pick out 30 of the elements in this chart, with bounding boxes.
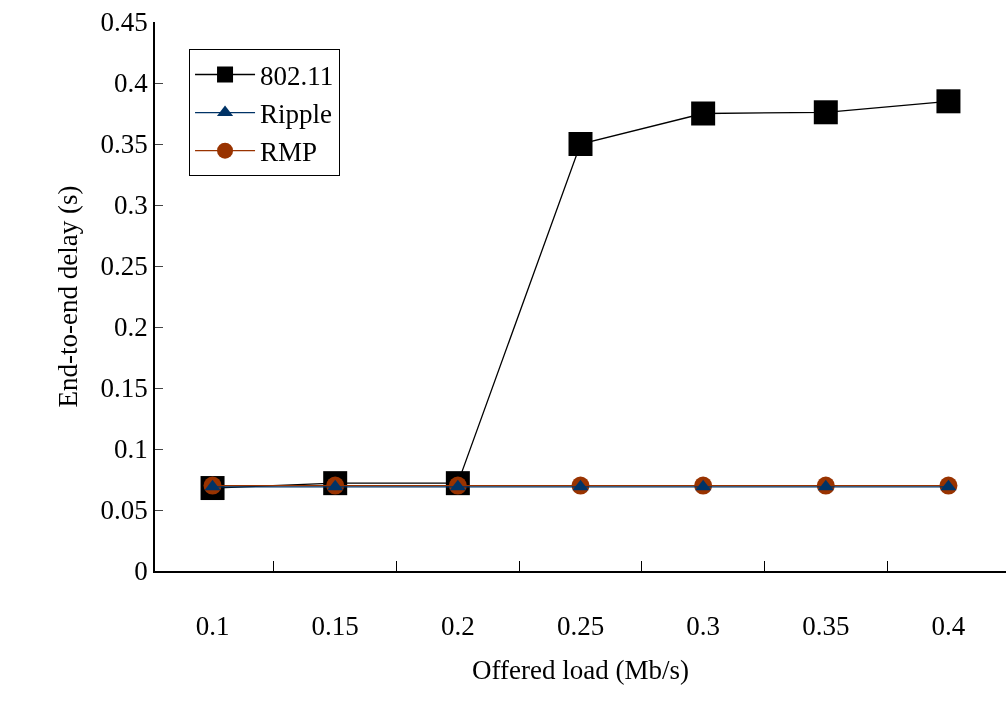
y-tick-label: 0.4 bbox=[114, 68, 149, 99]
x-tick-label: 0.15 bbox=[311, 611, 359, 642]
y-tick-label: 0 bbox=[134, 556, 148, 587]
point bbox=[940, 479, 957, 491]
point bbox=[813, 100, 838, 125]
x-tick-label: 0.25 bbox=[556, 611, 605, 642]
point bbox=[691, 101, 716, 126]
y-tick-label: 0.1 bbox=[114, 434, 148, 465]
y-tick-label: 0.25 bbox=[100, 251, 148, 282]
legend-label: RMP bbox=[260, 137, 318, 168]
y-tick-label: 0.35 bbox=[100, 129, 148, 160]
point bbox=[695, 479, 712, 491]
y-tick-label: 0.05 bbox=[100, 495, 148, 526]
x-tick-label: 0.35 bbox=[802, 611, 850, 642]
x-tick-label: 0.2 bbox=[440, 611, 475, 642]
y-tick-label: 0.2 bbox=[114, 312, 148, 343]
x-tick-label: 0.3 bbox=[686, 611, 721, 642]
y-tick-label: 0.15 bbox=[100, 373, 148, 404]
point bbox=[817, 479, 834, 491]
y-tick-label: 0.3 bbox=[114, 190, 148, 221]
point bbox=[936, 89, 961, 114]
point bbox=[568, 132, 593, 156]
x-axis-title: Offered load (Mb/s) bbox=[472, 655, 689, 686]
legend-label: 802.11 bbox=[260, 61, 334, 92]
x-tick-label: 0.1 bbox=[195, 611, 230, 642]
y-axis-title: End-to-end delay (s) bbox=[53, 185, 84, 408]
x-tick-label: 0.4 bbox=[931, 611, 966, 642]
y-tick-label: 0.45 bbox=[100, 7, 148, 38]
point bbox=[572, 479, 589, 491]
legend-label: Ripple bbox=[260, 99, 333, 130]
